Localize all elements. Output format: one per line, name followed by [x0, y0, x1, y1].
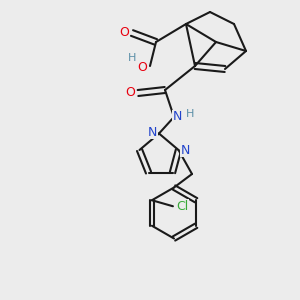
Text: N: N: [172, 110, 182, 124]
Text: O: O: [120, 26, 129, 40]
Text: O: O: [126, 86, 135, 100]
Text: O: O: [138, 61, 147, 74]
Text: H: H: [186, 109, 195, 119]
Text: N: N: [148, 125, 157, 139]
Text: Cl: Cl: [176, 200, 188, 213]
Text: N: N: [180, 143, 190, 157]
Text: H: H: [128, 53, 136, 64]
